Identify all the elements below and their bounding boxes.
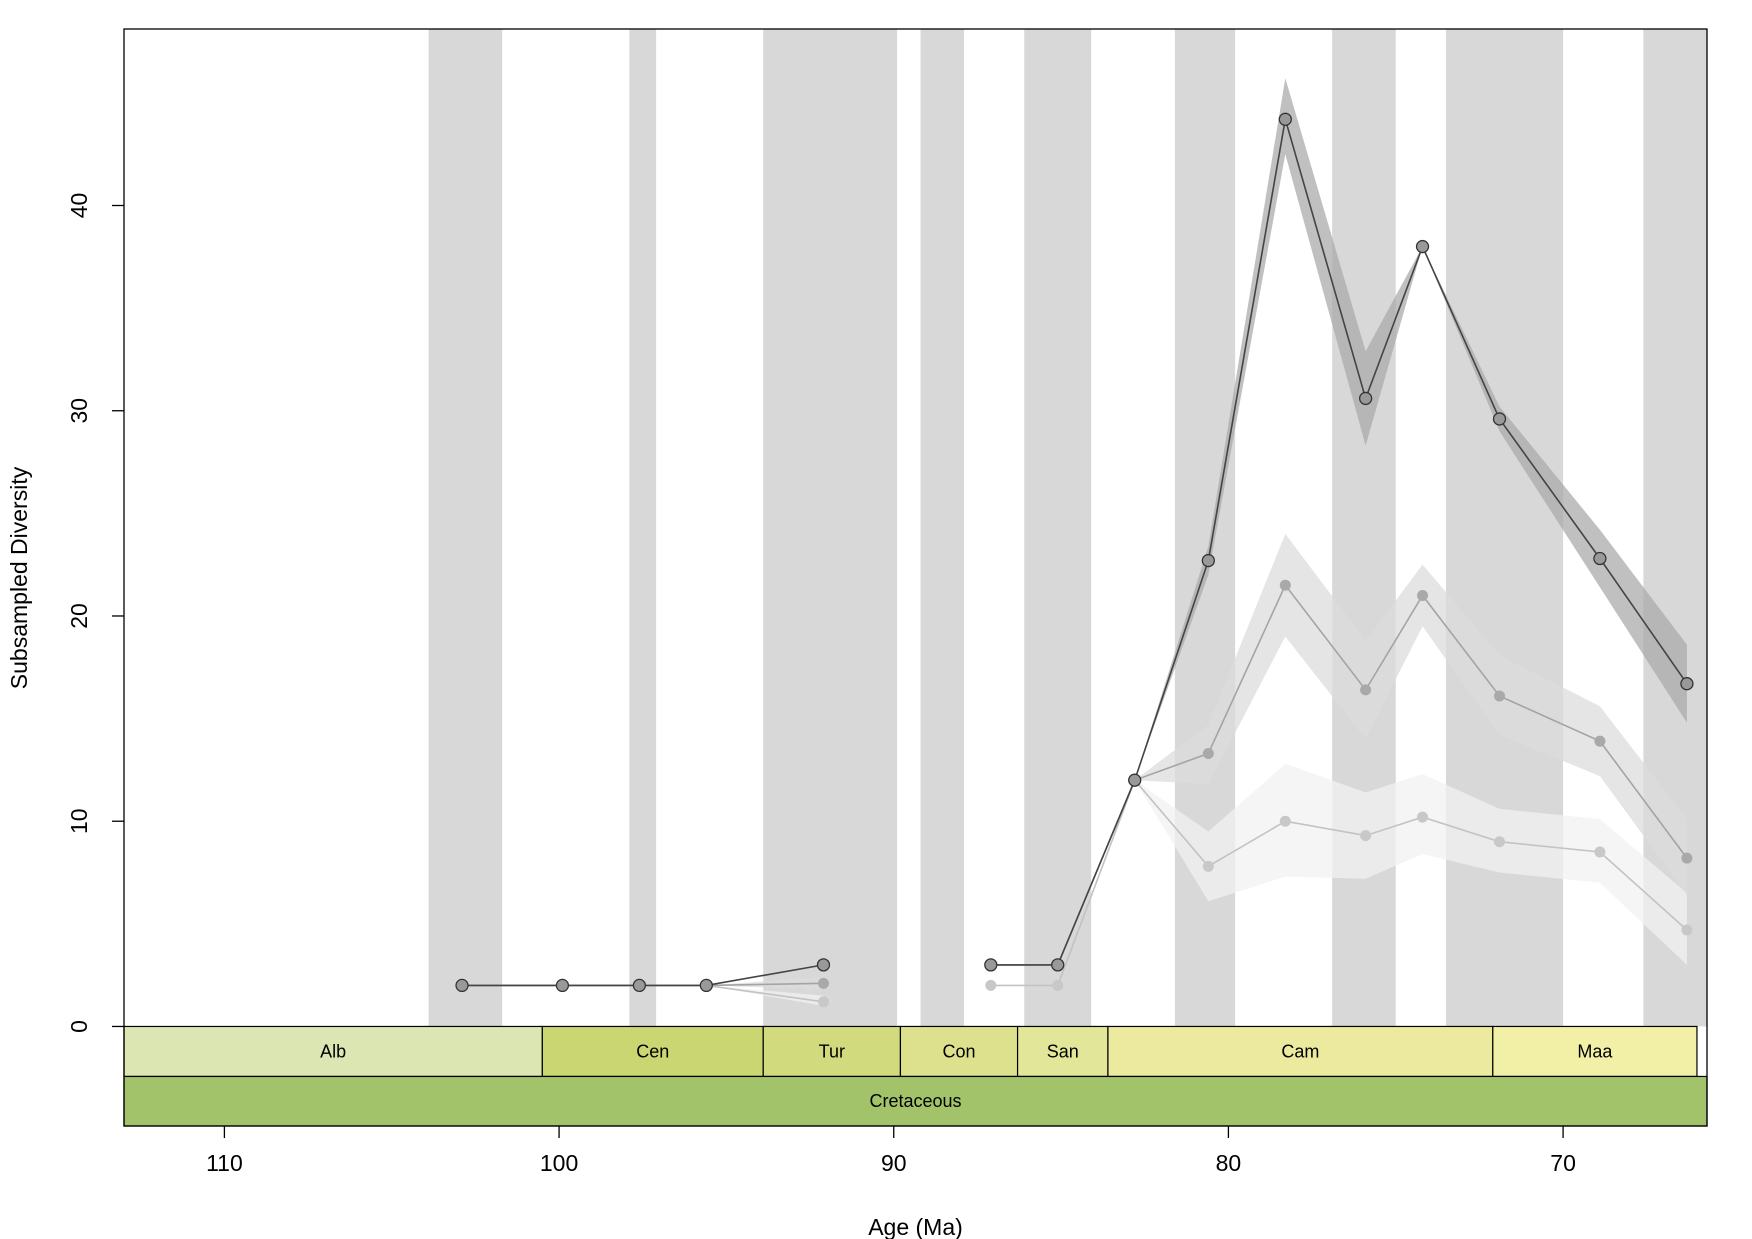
stage-box-tur (762, 1025, 902, 1078)
stage-label: Maa (1577, 1041, 1613, 1061)
geologic-timescale: Alb Cen Tur Con San Cam Maa Cretaceous (123, 1025, 1708, 1127)
x-axis-label: Age (Ma) (868, 1214, 963, 1239)
period-label: Cretaceous (869, 1091, 961, 1111)
data-point (1279, 579, 1291, 591)
stage-box-maa (1492, 1025, 1698, 1078)
data-point (1681, 852, 1693, 864)
data-point (1051, 958, 1065, 972)
data-point (1417, 589, 1429, 601)
data-point (1594, 735, 1606, 747)
data-point (1494, 690, 1506, 702)
data-point (455, 978, 469, 993)
stage-label: San (1047, 1041, 1079, 1061)
y-axis-label: Subsampled Diversity (6, 466, 32, 689)
data-point (1680, 677, 1694, 691)
y-tick-label: 10 (66, 808, 92, 834)
series-line (990, 119, 1688, 966)
data-point (1202, 860, 1214, 872)
y-tick-label: 0 (66, 1020, 92, 1033)
stage-label: Alb (320, 1041, 346, 1061)
data-point (816, 958, 831, 972)
data-point (984, 958, 998, 972)
axes: 110 100 90 80 70 0 10 20 30 40 (66, 193, 1576, 1176)
time-bin-band (763, 29, 898, 1027)
confidence-band (990, 763, 1687, 986)
time-bin-band (428, 29, 503, 1027)
data-point (1681, 924, 1693, 936)
confidence-band (462, 977, 824, 990)
data-point (817, 977, 829, 989)
data-point (1128, 773, 1142, 787)
y-tick-label: 30 (66, 398, 92, 424)
time-bin-band (920, 29, 965, 1027)
x-tick-label: 90 (881, 1150, 907, 1176)
data-point (632, 978, 647, 993)
time-bin-band (1024, 29, 1092, 1027)
data-point (1278, 112, 1292, 126)
x-tick-label: 80 (1216, 1150, 1242, 1176)
data-point (1279, 815, 1291, 827)
series-quorum-0.8 (455, 78, 1694, 993)
data-point (817, 996, 829, 1008)
data-point (1201, 553, 1215, 568)
y-tick-label: 40 (66, 193, 92, 219)
x-tick-label: 110 (206, 1150, 243, 1176)
stage-box-san (1016, 1025, 1109, 1078)
plot-frame (123, 28, 1708, 1127)
data-point (1360, 684, 1372, 696)
data-point (555, 978, 570, 993)
series-line (990, 778, 1688, 987)
data-point (1360, 830, 1372, 842)
stage-label: Cen (636, 1041, 669, 1061)
data-point (699, 978, 713, 993)
data-point (985, 979, 997, 991)
time-bin-shading (428, 29, 1707, 1027)
y-tick-label: 20 (66, 603, 92, 629)
stage-label: Con (942, 1041, 975, 1061)
confidence-band (990, 533, 1687, 965)
data-point (1358, 391, 1373, 406)
data-point (1202, 747, 1214, 759)
data-point (1415, 239, 1430, 254)
x-tick-label: 100 (540, 1150, 578, 1176)
data-point (1494, 836, 1506, 848)
data-point (1052, 979, 1064, 991)
stage-label: Tur (819, 1041, 845, 1061)
data-point (1593, 551, 1607, 566)
time-bin-band (629, 29, 657, 1027)
data-point (1417, 811, 1429, 823)
x-tick-label: 70 (1550, 1150, 1576, 1176)
data-point (1594, 846, 1606, 858)
data-point (1492, 412, 1507, 426)
stage-label: Cam (1281, 1041, 1319, 1061)
diversity-series (455, 78, 1694, 1008)
